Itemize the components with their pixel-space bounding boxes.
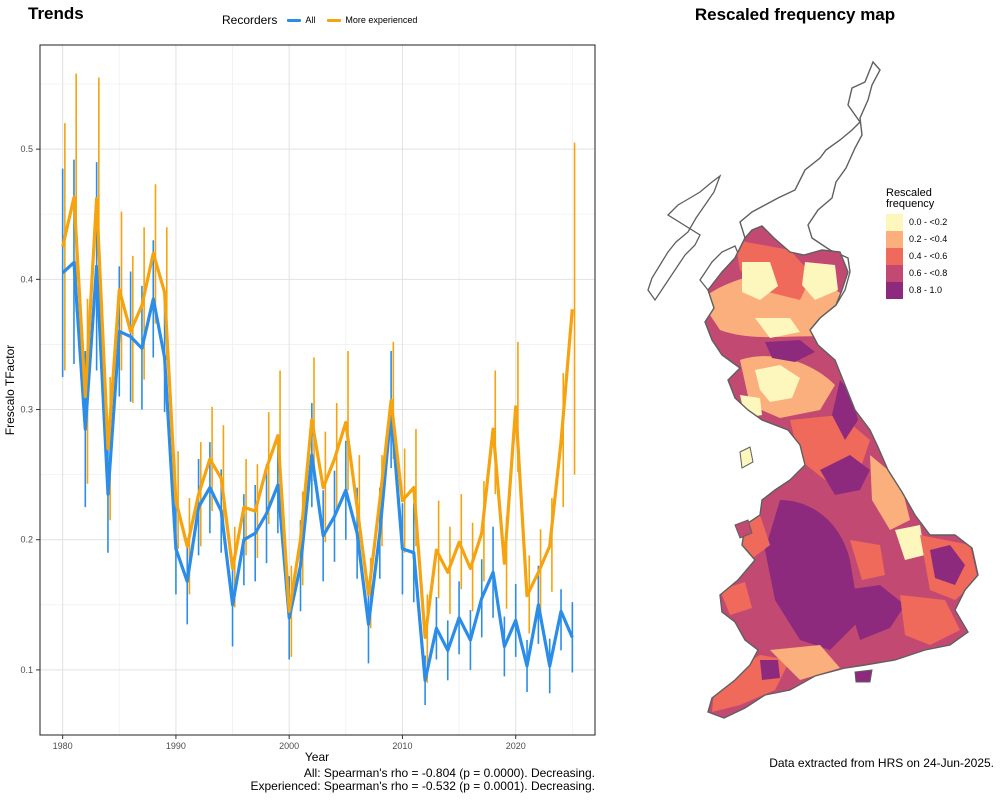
western-isles-outline xyxy=(647,174,722,302)
legend-swatch-all xyxy=(287,18,302,22)
chart-legend: Recorders All More experienced xyxy=(222,12,425,28)
legend-swatch-experienced xyxy=(327,18,342,22)
map-legend-swatch xyxy=(886,265,903,282)
x-tick-label: 2000 xyxy=(279,741,299,751)
y-tick-label: 0.5 xyxy=(20,144,33,154)
chart-title: Trends xyxy=(28,4,84,23)
map-legend-label: 0.0 - <0.2 xyxy=(909,217,948,227)
map-legend-swatch xyxy=(886,231,903,248)
y-tick-label: 0.3 xyxy=(20,405,33,415)
map-zone xyxy=(895,525,925,560)
map-zone xyxy=(765,500,860,650)
gb-map xyxy=(647,60,979,719)
map-zone xyxy=(870,455,910,530)
map-legend-swatch xyxy=(886,214,903,231)
map-legend-label: 0.2 - <0.4 xyxy=(909,234,948,244)
x-tick-label: 2020 xyxy=(506,741,526,751)
gb-mainland-outline xyxy=(704,225,979,719)
x-tick-label: 2010 xyxy=(392,741,412,751)
map-zone xyxy=(755,318,800,338)
map-legend-row: 0.4 - <0.6 xyxy=(886,248,947,265)
map-legend-swatch xyxy=(886,282,903,299)
map-zone xyxy=(760,660,780,680)
map-legend-title: Rescaled frequency xyxy=(886,188,947,210)
series-line-experienced xyxy=(61,195,574,640)
panel-border xyxy=(39,44,596,736)
map-legend-row: 0.8 - 1.0 xyxy=(886,282,947,299)
map-legend-row: 0.0 - <0.2 xyxy=(886,214,947,231)
legend-title: Recorders xyxy=(222,13,278,27)
map-zone xyxy=(770,645,840,680)
source-note: Data extracted from HRS on 24-Jun-2025. xyxy=(769,756,994,770)
trend-chart: 1980 1990 2000 2010 2020 0.1 0.2 0.3 0.4 0.5 Yea… xyxy=(3,44,596,764)
map-title: Rescaled frequency map xyxy=(694,5,896,24)
stats-text: All: Spearman's rho = -0.804 (p = 0.0000… xyxy=(180,766,596,793)
legend-label-experienced: More experienced xyxy=(345,15,418,25)
stats-line-experienced: Experienced: Spearman's rho = -0.532 (p … xyxy=(250,779,596,793)
map-legend-row: 0.2 - <0.4 xyxy=(886,231,947,248)
map-legend-swatch xyxy=(886,248,903,265)
map-zone xyxy=(850,540,885,580)
map-legend-label: 0.4 - <0.6 xyxy=(909,251,948,261)
map-legend-label: 0.6 - <0.8 xyxy=(909,268,948,278)
x-tick-label: 1990 xyxy=(166,741,186,751)
map-legend-title-line2: frequency xyxy=(886,198,935,210)
x-ticks: 1980 1990 2000 2010 2020 xyxy=(53,735,526,751)
map-zone xyxy=(900,595,960,645)
isle-of-man xyxy=(739,446,754,469)
stats-line-all: All: Spearman's rho = -0.804 (p = 0.0000… xyxy=(303,766,595,780)
map-zone xyxy=(735,240,812,300)
series-line-all xyxy=(61,260,574,682)
isle-of-wight xyxy=(854,669,873,683)
map-zone xyxy=(802,262,838,300)
map-zone xyxy=(742,262,778,300)
anglesey xyxy=(734,519,753,539)
map-legend-title-line1: Rescaled xyxy=(886,187,932,199)
map-legend-label: 0.8 - 1.0 xyxy=(909,285,943,295)
x-tick-label: 1980 xyxy=(53,741,73,751)
legend-label-all: All xyxy=(305,15,316,25)
series-lines xyxy=(61,195,574,682)
map-legend: Rescaled frequency 0.0 - <0.2 0.2 - <0.4… xyxy=(886,188,947,299)
map-zone xyxy=(765,340,815,362)
map-zone xyxy=(845,585,905,640)
map-zone xyxy=(720,582,752,615)
y-tick-label: 0.1 xyxy=(20,665,33,675)
x-axis-title: Year xyxy=(305,750,329,764)
y-axis-title: Frescalo TFactor xyxy=(3,345,17,435)
map-zone xyxy=(755,365,800,402)
y-tick-label: 0.2 xyxy=(20,535,33,545)
y-ticks: 0.1 0.2 0.3 0.4 0.5 xyxy=(20,144,40,675)
map-zone xyxy=(930,545,965,585)
y-tick-label: 0.4 xyxy=(20,274,33,284)
map-legend-row: 0.6 - <0.8 xyxy=(886,265,947,282)
map-zone xyxy=(820,455,870,495)
